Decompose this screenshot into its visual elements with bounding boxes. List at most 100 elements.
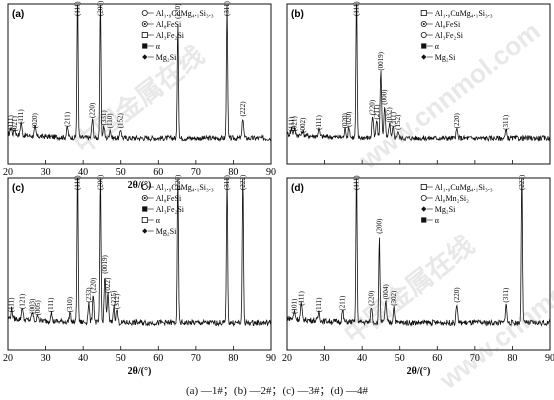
legend-label: α	[435, 42, 440, 51]
xrd-panel: (b)(111)(021) (002) (111) (020)(020)(111)(2…	[286, 1, 551, 165]
peak-label: (111)	[17, 109, 25, 124]
x-tick-label: 20	[282, 353, 292, 364]
peak-label: (000)	[381, 89, 389, 105]
legend-marker-square-open	[141, 216, 148, 223]
plot-frame	[7, 177, 272, 351]
peak-label: (110)	[106, 113, 114, 129]
peak-label: (220)	[89, 102, 97, 118]
legend-marker-diamond	[142, 54, 148, 60]
peak-label: (101)	[291, 298, 299, 314]
legend-label: Al₃Fe₂Si	[156, 31, 185, 40]
legend-label: Mg₂Si	[156, 53, 177, 62]
peak-label: (111)	[74, 175, 82, 190]
x-tick-label: 70	[191, 353, 201, 364]
peak-label: (111)	[315, 297, 323, 312]
peak-label: (020)	[341, 113, 349, 129]
legend-marker-circle-open	[420, 194, 427, 201]
peak-label: (111)	[47, 297, 55, 312]
x-tick-label: 60	[153, 167, 163, 178]
legend-marker-square-solid	[421, 217, 427, 223]
peak-label: (211)	[339, 295, 347, 311]
peak-label: (152)	[394, 114, 402, 130]
peak-label: (002)	[299, 117, 307, 133]
peak-label: (111)	[353, 175, 361, 190]
legend-label: Al₈FeSi	[435, 20, 461, 29]
x-tick-label: 40	[78, 353, 88, 364]
legend-marker-circle-open	[141, 9, 148, 16]
peak-label: (311)	[223, 0, 231, 16]
peak-label: (233)	[85, 287, 93, 303]
peak-label: (211)	[63, 111, 71, 127]
legend-label: Al₈Mn₂Si₂	[435, 194, 469, 203]
peak-label: (220)	[368, 290, 376, 306]
peak-label: (0019)	[377, 51, 385, 70]
peak-label: (222)	[239, 174, 247, 190]
peak-label: (302)	[390, 290, 398, 306]
peak-label: (200)	[96, 174, 104, 190]
peak-label: (220)	[174, 3, 182, 19]
legend-label: Al₈FeSi	[156, 20, 182, 29]
peak-label: (111)	[74, 1, 82, 16]
peak-label: (021)	[291, 115, 299, 131]
plot-frame	[286, 177, 551, 351]
x-tick-label: 30	[41, 167, 51, 178]
legend-label: α	[435, 216, 440, 225]
legend-marker-diamond	[421, 54, 427, 60]
legend-marker-square-solid	[142, 206, 148, 212]
x-tick-label: 60	[153, 353, 163, 364]
panel-label: (c)	[12, 183, 24, 194]
x-tick-label: 80	[228, 353, 238, 364]
legend-marker-square-open	[420, 9, 427, 16]
legend-label: Al₈FeSi	[156, 194, 182, 203]
peak-label: (022)	[104, 277, 112, 293]
plot-frame	[286, 3, 551, 165]
peak-label: (220)	[89, 277, 97, 293]
legend-marker-circle-open	[141, 183, 148, 190]
x-tick-label: 50	[395, 353, 405, 364]
diffraction-line	[7, 178, 272, 327]
diffraction-line	[7, 4, 272, 143]
x-tick-label: 30	[320, 353, 330, 364]
x-tick-label: 70	[470, 353, 480, 364]
peak-label: (200)	[96, 0, 104, 16]
legend-label: Al₁.₉CuMg₄.₁Si₃.₃	[435, 9, 493, 18]
legend-marker-dot	[143, 196, 146, 200]
peak-label: (200)	[375, 218, 383, 234]
legend-label: Al₁.₉CuMg₄.₁Si₃.₃	[156, 9, 214, 18]
x-axis-label: 2θ/(°)	[128, 180, 152, 191]
panel-label: (a)	[12, 9, 24, 20]
diffraction-line	[286, 178, 551, 327]
diffraction-line	[286, 4, 551, 142]
legend-marker-circle-open	[420, 32, 427, 39]
x-axis-label: 2θ/(°)	[407, 366, 431, 377]
legend-label: Al₃Fe₂Si	[156, 205, 185, 214]
x-tick-label: 40	[78, 167, 88, 178]
peak-label: (311)	[389, 111, 397, 127]
xrd-panel: (a)20 30 40 50 60 70 80 902θ/(°)(111)(021)(111)…	[3, 0, 276, 191]
peak-label: (220)	[174, 174, 182, 190]
peak-label: (005)	[34, 300, 42, 316]
figure-caption: (a) —1#；(b) —2#；(c) —3#；(d) —4#	[185, 385, 369, 397]
legend-marker-square-solid	[421, 43, 427, 49]
legend-marker-dot	[143, 22, 146, 26]
peak-label: (222)	[239, 101, 247, 117]
legend-label: α	[156, 42, 161, 51]
panel-label: (b)	[291, 9, 304, 20]
peak-label: (220)	[369, 99, 377, 115]
legend-marker-square-solid	[142, 43, 148, 49]
peak-label: (311)	[223, 174, 231, 190]
legend-marker-square-open	[420, 183, 427, 190]
x-tick-label: 70	[191, 167, 201, 178]
peak-label: (311)	[502, 114, 510, 130]
peak-label: (111)	[7, 115, 15, 130]
legend-label: α	[156, 216, 161, 225]
legend-marker-square-open	[141, 32, 148, 39]
legend-label: Mg₂Si	[435, 205, 456, 214]
peak-label: (225)	[110, 290, 118, 306]
x-tick-label: 90	[266, 353, 276, 364]
peak-label: (111)	[315, 115, 323, 130]
peak-label: (311)	[502, 287, 510, 303]
peak-label: (020)	[31, 113, 39, 129]
